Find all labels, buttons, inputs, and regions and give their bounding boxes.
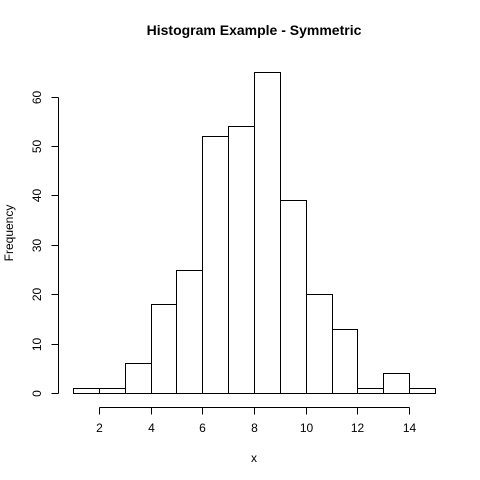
histogram-bar	[126, 364, 152, 394]
histogram-bar	[333, 330, 358, 394]
histogram-bar	[255, 73, 281, 394]
chart-title: Histogram Example - Symmetric	[147, 22, 362, 38]
x-tick-label: 8	[251, 421, 258, 435]
y-tick-label: 50	[30, 140, 44, 154]
x-tick-label: 6	[199, 421, 206, 435]
x-tick-label: 14	[403, 421, 417, 435]
y-tick-label: 20	[30, 288, 44, 302]
histogram-bar	[410, 389, 436, 394]
histogram-bar	[384, 374, 410, 394]
y-tick-label: 10	[30, 338, 44, 352]
histogram-bar	[152, 305, 177, 394]
x-tick-label: 10	[300, 421, 314, 435]
x-axis: 2 4 6 8 10 12 14	[96, 408, 416, 436]
histogram-bar	[229, 127, 255, 394]
histogram-bar	[177, 271, 203, 394]
histogram-bar	[100, 389, 126, 394]
x-tick-label: 4	[148, 421, 155, 435]
histogram-bar	[203, 137, 229, 394]
histogram-bar	[358, 389, 384, 394]
x-tick-label: 2	[96, 421, 103, 435]
histogram-bar	[281, 201, 307, 394]
x-tick-label: 12	[351, 421, 365, 435]
y-tick-label: 0	[30, 390, 44, 397]
y-tick-label: 30	[30, 239, 44, 253]
y-tick-label: 40	[30, 189, 44, 203]
y-tick-label: 60	[30, 91, 44, 105]
y-axis-label: Frequency	[2, 205, 16, 262]
x-axis-label: x	[251, 451, 257, 465]
y-axis: 0 10 20 30 40 50 60	[30, 91, 59, 397]
bars-group	[74, 73, 436, 394]
histogram-bar	[74, 389, 100, 394]
histogram-bar	[307, 295, 333, 394]
